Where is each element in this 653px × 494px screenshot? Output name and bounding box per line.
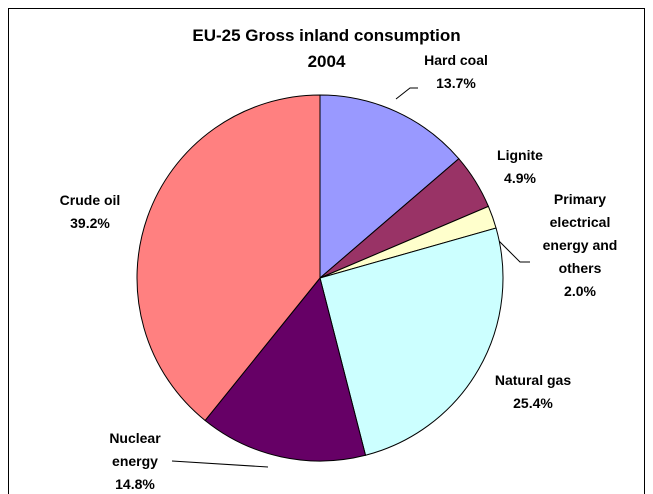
slice-label: Hard coal 13.7% [406,49,506,95]
value-label: 25.4% [513,395,553,411]
category-label: Hard coal [424,52,488,68]
pie-slice [136,94,321,422]
category-label: Nuclear energy [109,430,161,469]
chart-subtitle: 2004 [307,52,346,71]
pie-slice [319,227,504,456]
value-label: 13.7% [436,75,476,91]
slice-label: Nuclear energy 14.8% [98,427,172,494]
category-label: Lignite [497,147,543,163]
value-label: 14.8% [115,476,155,492]
category-label: Natural gas [494,372,572,388]
value-label: 39.2% [70,215,110,231]
category-label: Crude oil [59,192,121,208]
slice-label: Lignite 4.9% [470,144,570,190]
slice-label: Primary electrical energy and others 2.0% [530,188,630,303]
leader-line [395,87,418,100]
chart-title: EU-25 Gross inland consumption [192,26,461,45]
value-label: 2.0% [564,283,596,299]
slice-label: Natural gas 25.4% [478,369,588,415]
value-label: 4.9% [504,170,536,186]
leader-line [489,231,530,263]
pie-slice [319,94,460,280]
slice-label: Crude oil 39.2% [40,189,140,235]
leader-line [171,460,269,468]
category-label: Primary electrical energy and others [542,191,618,276]
pie-slice [204,276,367,462]
